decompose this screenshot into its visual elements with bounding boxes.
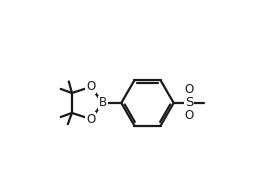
Text: O: O <box>185 83 194 96</box>
Text: O: O <box>185 109 194 122</box>
Text: B: B <box>99 96 107 109</box>
Text: O: O <box>86 80 95 93</box>
Text: S: S <box>185 96 193 109</box>
Text: O: O <box>86 113 95 126</box>
